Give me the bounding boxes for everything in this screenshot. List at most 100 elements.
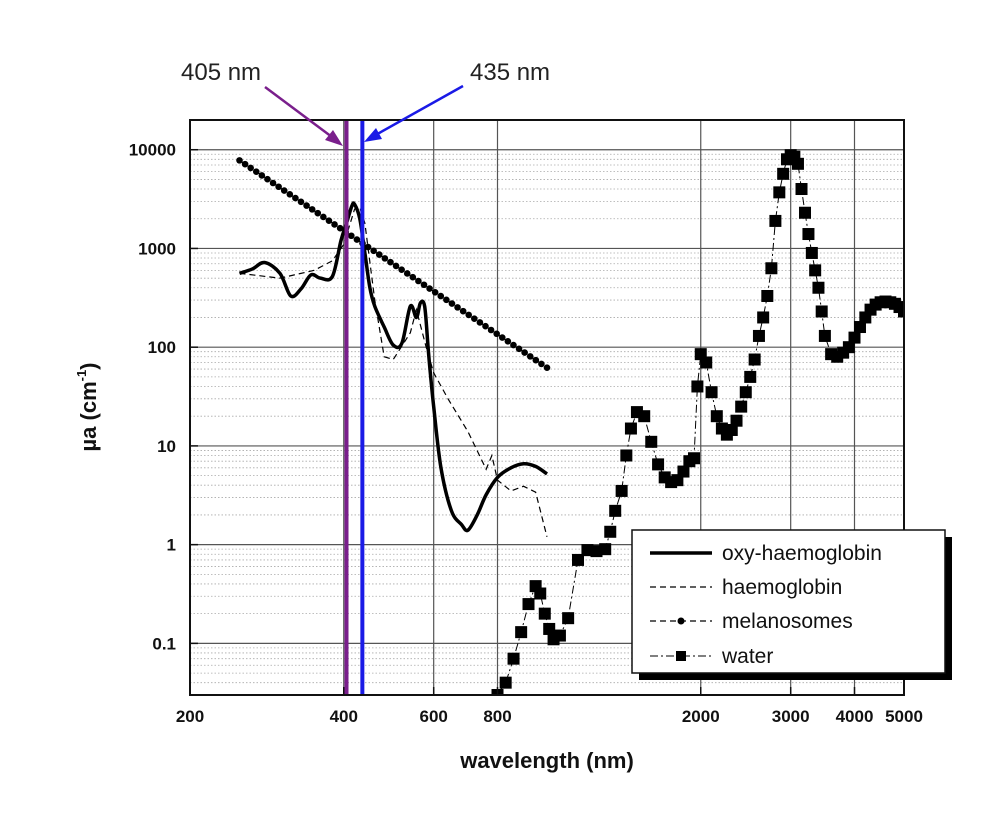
annotation-405nm: 405 nm xyxy=(181,59,261,86)
series-point-melanosomes xyxy=(538,360,545,368)
series-point-melanosomes xyxy=(364,243,372,251)
series-point-water xyxy=(773,186,786,199)
series-point-melanosomes xyxy=(415,277,422,285)
series-point-melanosomes xyxy=(409,273,417,281)
series-point-melanosomes xyxy=(510,341,517,349)
series-point-melanosomes xyxy=(320,213,327,221)
series-point-melanosomes xyxy=(448,300,456,307)
series-point-water xyxy=(687,452,700,465)
legend-label-melanosomes: melanosomes xyxy=(722,610,853,633)
series-point-water xyxy=(748,353,761,366)
x-tick-label: 800 xyxy=(483,707,511,726)
series-point-water xyxy=(842,341,855,354)
legend-marker-melanosomes xyxy=(677,617,685,625)
series-point-water xyxy=(799,206,812,219)
series-point-water xyxy=(562,612,575,625)
series-point-water xyxy=(802,228,815,241)
y-tick-label: 1 xyxy=(167,536,176,555)
series-point-melanosomes xyxy=(314,209,322,217)
annotations: 405 nm 435 nm xyxy=(181,59,550,146)
x-tick-label: 600 xyxy=(420,707,448,726)
series-point-water xyxy=(705,386,718,399)
y-tick-label: 10000 xyxy=(129,141,176,160)
plot-frame xyxy=(189,119,905,696)
arrow-435nm-head xyxy=(364,128,382,142)
series-point-melanosomes xyxy=(459,307,467,315)
legend: oxy-haemoglobin haemoglobin melanosomes … xyxy=(631,529,952,680)
series-point-melanosomes xyxy=(493,330,500,338)
series-point-water xyxy=(777,167,790,180)
series-point-water xyxy=(730,414,743,427)
series-point-melanosomes xyxy=(454,304,461,311)
series-point-melanosomes xyxy=(292,194,299,202)
series-point-melanosomes xyxy=(504,337,512,345)
series-point-melanosomes xyxy=(252,168,260,175)
y-axis-label: µa (cm-1) xyxy=(74,362,101,451)
series-point-water xyxy=(812,281,825,294)
series-point-water xyxy=(677,465,690,478)
x-tick-label: 3000 xyxy=(772,707,810,726)
series-point-water xyxy=(809,264,822,277)
series-point-melanosomes xyxy=(526,353,534,360)
series-point-water xyxy=(725,423,738,436)
series-point-water xyxy=(499,676,512,689)
x-tick-label: 200 xyxy=(176,707,204,726)
legend-label-haemoglobin: haemoglobin xyxy=(722,576,842,599)
series-point-water xyxy=(815,305,828,318)
y-tick-label: 10 xyxy=(157,437,176,456)
series-point-melanosomes xyxy=(247,164,254,172)
legend-entry-melanosomes: melanosomes xyxy=(650,610,853,633)
series-point-water xyxy=(609,504,622,517)
wavelength-markers xyxy=(344,120,365,695)
series-point-melanosomes xyxy=(487,326,495,334)
y-tick-label: 0.1 xyxy=(152,634,176,653)
series-point-water xyxy=(818,329,831,342)
series-line-oxy-haemoglobin xyxy=(238,201,548,533)
series-point-water xyxy=(853,321,866,334)
series-point-melanosomes xyxy=(303,202,310,209)
series-point-melanosomes xyxy=(392,262,400,270)
series-point-melanosomes xyxy=(403,270,411,277)
series-point-melanosomes xyxy=(331,221,338,228)
series-point-melanosomes xyxy=(521,349,528,356)
series-point-melanosomes xyxy=(325,217,333,224)
legend-marker-water xyxy=(676,651,686,661)
series-point-water xyxy=(515,626,528,639)
series-point-melanosomes xyxy=(482,322,489,330)
series-point-water xyxy=(848,331,861,344)
series-point-melanosomes xyxy=(280,187,288,194)
legend-entry-haemoglobin: haemoglobin xyxy=(650,576,842,599)
series-point-melanosomes xyxy=(437,292,445,300)
series-point-melanosomes xyxy=(241,160,249,168)
annotation-435nm: 435 nm xyxy=(470,59,550,86)
series-point-water xyxy=(624,422,637,435)
series-point-water xyxy=(615,484,628,497)
series-point-melanosomes xyxy=(286,190,294,198)
series-point-melanosomes xyxy=(398,266,405,273)
series-point-water xyxy=(553,629,566,642)
series-point-melanosomes xyxy=(269,179,277,187)
series-point-water xyxy=(765,262,778,275)
series-point-melanosomes xyxy=(275,183,282,191)
series-point-water xyxy=(805,246,818,259)
series-point-water xyxy=(735,400,748,413)
series-point-melanosomes xyxy=(348,232,355,240)
x-axis-label: wavelength (nm) xyxy=(459,748,634,773)
series-point-water xyxy=(739,386,752,399)
series-point-water xyxy=(791,157,804,170)
series-line-haemoglobin xyxy=(239,206,548,537)
series-point-water xyxy=(795,183,808,196)
series-point-water xyxy=(543,622,556,635)
series-point-water xyxy=(769,214,782,227)
series-point-water xyxy=(534,587,547,600)
series-point-water xyxy=(898,305,904,318)
series-point-melanosomes xyxy=(431,288,439,296)
series-point-melanosomes xyxy=(476,319,484,326)
series-point-melanosomes xyxy=(543,364,551,371)
series-point-melanosomes xyxy=(297,198,305,206)
x-tick-label: 400 xyxy=(330,707,358,726)
x-tick-label: 2000 xyxy=(682,707,720,726)
series-point-melanosomes xyxy=(258,172,266,179)
x-tick-label: 4000 xyxy=(836,707,874,726)
